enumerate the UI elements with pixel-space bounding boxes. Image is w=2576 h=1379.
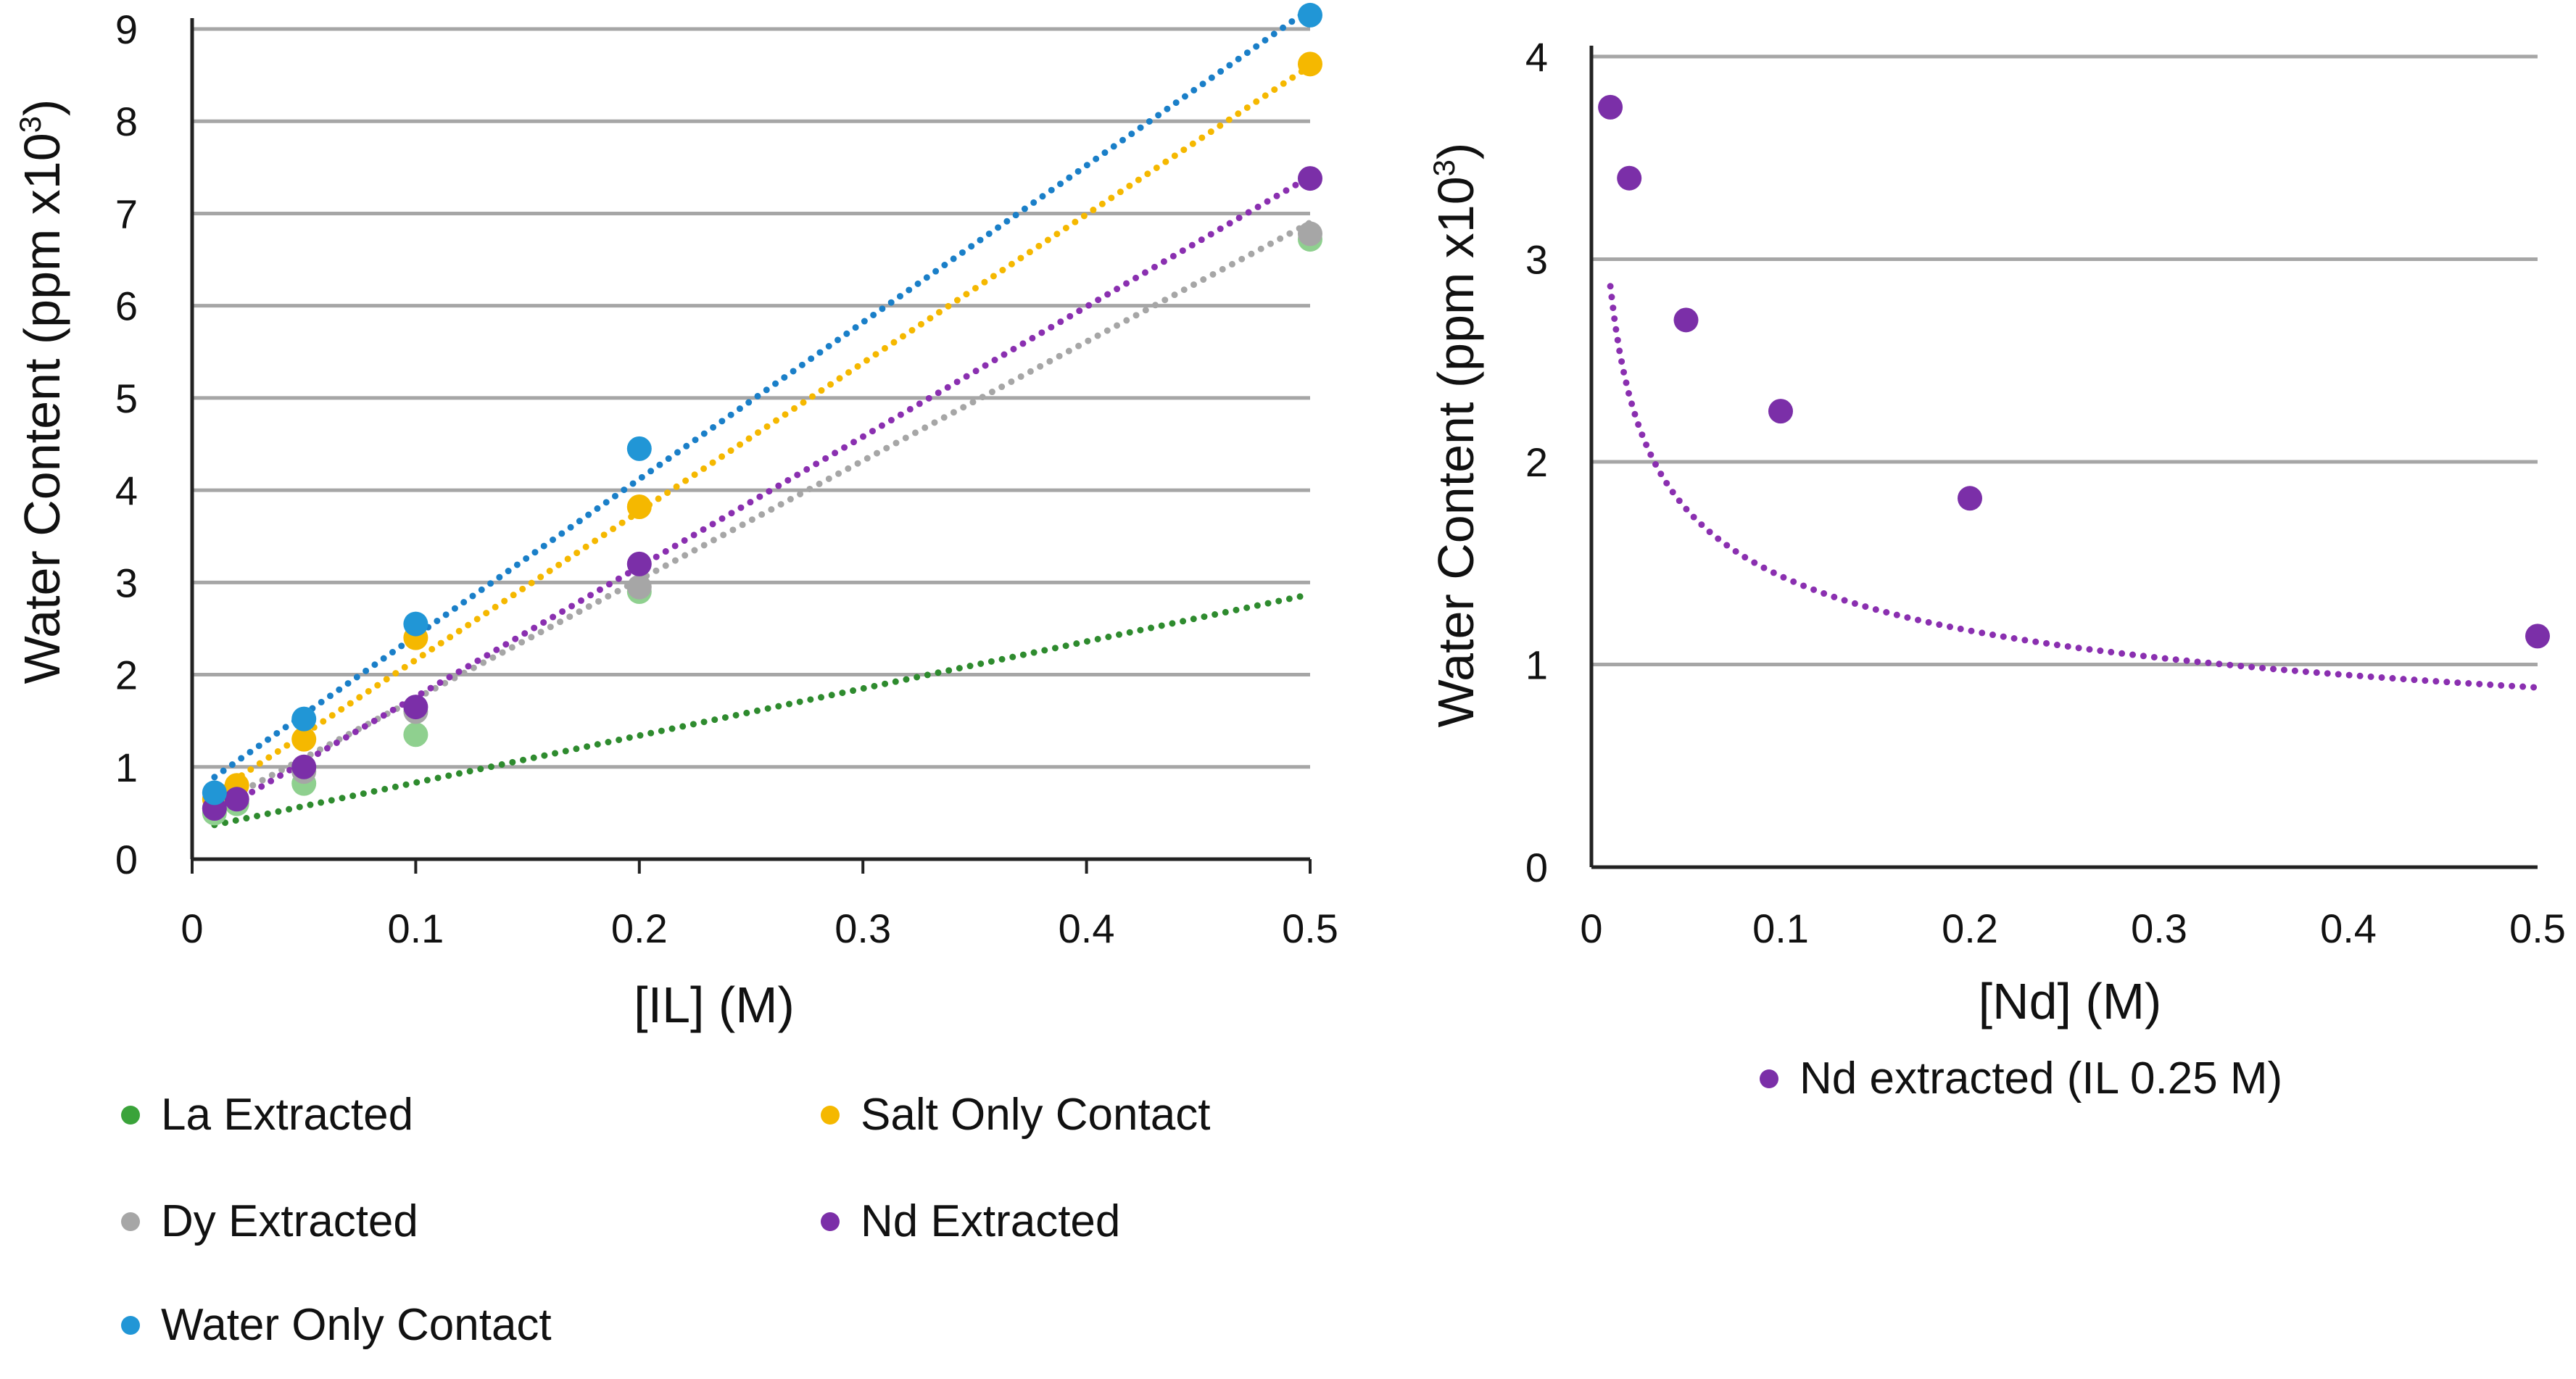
left-y-tick-label: 4 <box>115 468 138 513</box>
right-legend-label-0: Nd extracted (IL 0.25 M) <box>1800 1053 2282 1103</box>
left-x-axis-title: [IL] (M) <box>634 977 795 1033</box>
right-point-s0-5 <box>2525 624 2550 649</box>
left-point-s4-0 <box>202 780 227 806</box>
left-y-tick-label: 2 <box>115 653 138 698</box>
left-trendline-2 <box>211 219 1314 809</box>
left-point-s3-3 <box>403 695 428 720</box>
left-y-tick-label: 6 <box>115 283 138 329</box>
left-legend-label-0: La Extracted <box>161 1090 413 1140</box>
left-point-s2-5 <box>1298 221 1322 247</box>
right-data-points <box>1598 94 2550 649</box>
right-x-tick-label: 0.2 <box>1942 906 1998 951</box>
right-y-tick-label: 2 <box>1525 439 1548 485</box>
left-legend-marker-1 <box>821 1106 840 1125</box>
left-y-axis-title: Water Content (ppm x103) <box>13 99 70 684</box>
left-x-tick-label: 0.2 <box>611 906 668 951</box>
right-tick-labels: 0 1 2 3 4 0 0.1 0.2 0.3 0.4 0.5 <box>1525 34 2566 951</box>
right-point-s0-0 <box>1598 94 1623 120</box>
left-data-points <box>202 2 1322 826</box>
right-y-tick-label: 1 <box>1525 642 1548 688</box>
left-point-s3-1 <box>224 787 249 812</box>
left-x-tick-label: 0.1 <box>387 906 444 951</box>
left-point-s3-4 <box>626 551 652 576</box>
left-legend-marker-3 <box>821 1212 840 1231</box>
right-y-tick-label: 4 <box>1525 34 1548 80</box>
right-x-tick-label: 0 <box>1580 906 1602 951</box>
left-point-s4-4 <box>1298 2 1322 28</box>
left-trendline-0 <box>211 591 1314 829</box>
right-x-tick-label: 0.1 <box>1752 906 1809 951</box>
left-legend-marker-2 <box>121 1212 140 1231</box>
left-y-tick-label: 7 <box>115 191 138 236</box>
left-x-tick-label: 0.5 <box>1282 906 1338 951</box>
left-trendline-3 <box>211 173 1314 818</box>
left-y-tick-label: 3 <box>115 560 138 605</box>
left-legend-marker-4 <box>121 1316 140 1335</box>
right-trendlines <box>1607 283 2541 691</box>
right-point-s0-2 <box>1673 307 1699 333</box>
right-legend-marker-0 <box>1760 1069 1778 1088</box>
left-legend-label-1: Salt Only Contact <box>861 1090 1210 1140</box>
left-y-tick-label: 1 <box>115 745 138 790</box>
right-x-tick-label: 0.5 <box>2509 906 2566 951</box>
right-gridlines <box>1591 54 2538 666</box>
right-y-tick-label: 0 <box>1525 845 1548 890</box>
left-y-tick-label: 0 <box>115 837 138 882</box>
right-point-s0-1 <box>1617 165 1642 191</box>
left-point-s1-5 <box>1298 51 1322 77</box>
left-legend-label-3: Nd Extracted <box>861 1196 1120 1246</box>
left-trendline-4 <box>211 5 1314 781</box>
left-point-s4-3 <box>626 436 652 461</box>
left-point-s2-4 <box>626 574 652 600</box>
left-point-s1-4 <box>626 494 652 520</box>
left-x-tick-label: 0 <box>181 906 203 951</box>
right-y-tick-label: 3 <box>1525 237 1548 283</box>
right-point-s0-4 <box>1958 486 1982 511</box>
left-x-tick-label: 0.4 <box>1059 906 1115 951</box>
left-tick-labels: 0 1 2 3 4 5 6 7 8 9 0 0.1 0.2 0.3 0.4 0.5 <box>115 7 1338 951</box>
left-legend-label-4: Water Only Contact <box>161 1300 552 1350</box>
right-y-axis-title: Water Content (ppm x103) <box>1427 143 1484 728</box>
left-trendline-1 <box>211 62 1314 798</box>
right-axes <box>1589 46 2538 869</box>
left-y-tick-label: 8 <box>115 99 138 144</box>
right-trendline-0 <box>1607 283 2541 691</box>
left-axes <box>190 18 1312 874</box>
left-trendlines <box>211 5 1314 829</box>
left-point-s3-5 <box>1298 166 1322 191</box>
left-point-s3-2 <box>291 754 317 779</box>
left-point-s4-1 <box>291 706 317 732</box>
chart-il-water-content: 0 1 2 3 4 5 6 7 8 9 0 0.1 0.2 0.3 0.4 0.5 [IL] (M) Wate… <box>13 2 1338 1350</box>
right-x-axis-title: [Nd] (M) <box>1979 973 2162 1030</box>
left-legend-marker-0 <box>121 1106 140 1125</box>
left-gridlines <box>192 27 1310 769</box>
right-x-tick-label: 0.4 <box>2320 906 2377 951</box>
right-legend: Nd extracted (IL 0.25 M) <box>1760 1053 2282 1103</box>
left-legend: La Extracted Salt Only Contact Dy Extracte… <box>121 1090 1210 1350</box>
left-point-s1-2 <box>291 726 317 752</box>
left-y-tick-label: 5 <box>115 376 138 421</box>
right-x-tick-label: 0.3 <box>2131 906 2187 951</box>
chart-nd-water-content: 0 1 2 3 4 0 0.1 0.2 0.3 0.4 0.5 [Nd] (M) Water Con… <box>1427 34 2566 1103</box>
left-point-s4-2 <box>403 611 428 637</box>
left-x-tick-label: 0.3 <box>834 906 891 951</box>
left-y-tick-label: 9 <box>115 7 138 52</box>
right-point-s0-3 <box>1768 399 1793 424</box>
left-point-s0-3 <box>403 722 428 748</box>
left-legend-label-2: Dy Extracted <box>161 1196 418 1246</box>
